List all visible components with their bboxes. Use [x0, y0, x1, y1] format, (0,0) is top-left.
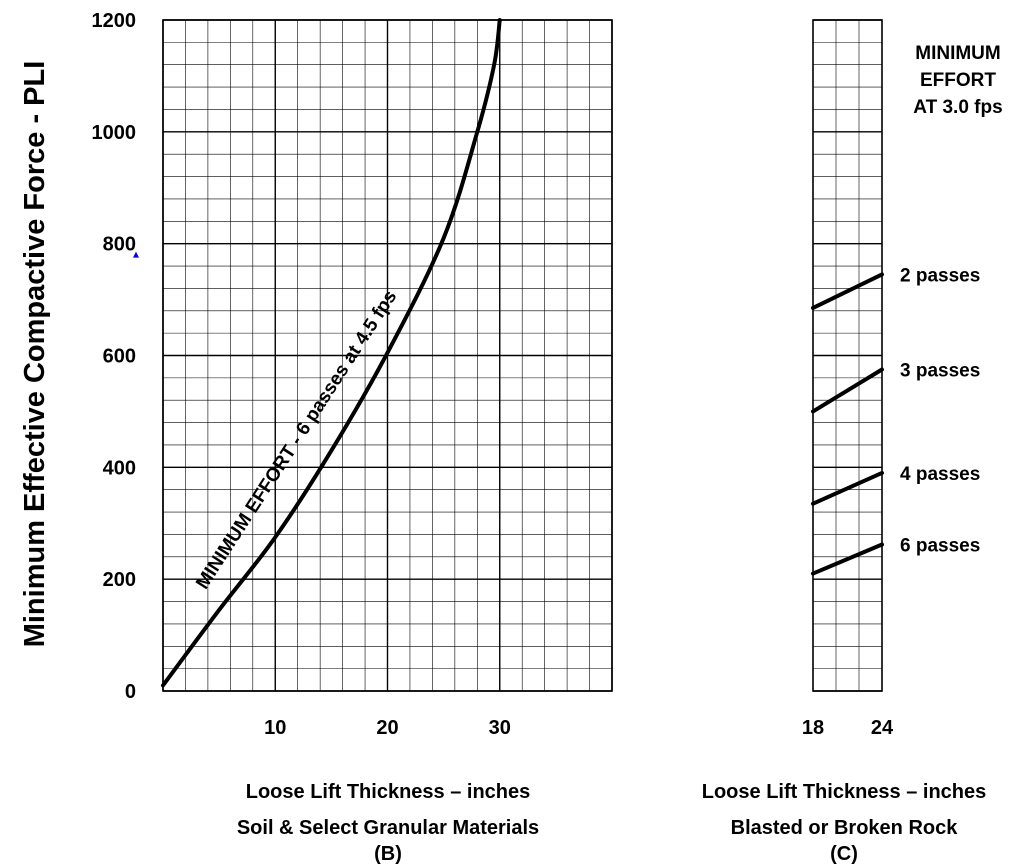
curve-label: MINIMUM EFFORT - 6 passes at 4.5 fps: [192, 287, 401, 593]
x-tick-label: 30: [489, 717, 511, 739]
panel-c-x-tick-labels: 18 24: [802, 717, 894, 739]
panel-c-note-line-2: EFFORT: [920, 70, 996, 91]
x-tick-label: 18: [802, 717, 824, 739]
highlight-marker: [133, 251, 139, 258]
panel-c-pass-lines: 2 passes 3 passes 4 passes 6 passes: [811, 265, 980, 576]
x-tick-label: 20: [376, 717, 398, 739]
y-tick-label: 0: [125, 681, 136, 703]
y-axis-title: Minimum Effective Compactive Force - PLI: [19, 61, 51, 648]
panel-c-x-label: Loose Lift Thickness – inches: [702, 781, 987, 803]
panel-c-subtitle: Blasted or Broken Rock: [731, 817, 959, 839]
pass-label: 3 passes: [900, 360, 980, 381]
pass-line: [811, 367, 884, 414]
y-tick-labels: 0 200 400 600 800 1000 1200: [92, 10, 139, 703]
panel-c-note-line-1: MINIMUM: [915, 43, 1000, 64]
y-tick-label: 400: [103, 457, 136, 479]
y-tick-label: 800: [103, 234, 136, 256]
panel-b-subtitle: Soil & Select Granular Materials: [237, 817, 539, 839]
panel-b-id: (B): [374, 843, 402, 865]
panel-b-x-tick-labels: 10 20 30: [264, 717, 511, 739]
pass-label: 6 passes: [900, 535, 980, 556]
y-tick-label: 200: [103, 569, 136, 591]
x-tick-label: 24: [871, 717, 894, 739]
y-tick-label: 600: [103, 346, 136, 368]
panel-c-id: (C): [830, 843, 858, 865]
panel-c-frame: [812, 19, 883, 692]
panel-c-note-line-3: AT 3.0 fps: [913, 97, 1002, 118]
pass-line: [811, 542, 884, 576]
pass-line: [811, 470, 884, 506]
panel-b-grid: [162, 19, 613, 692]
y-tick-label: 1000: [92, 122, 137, 144]
y-tick-label: 1200: [92, 10, 137, 32]
pass-line: [811, 272, 884, 310]
minimum-effort-curve: [161, 18, 502, 688]
pass-label: 4 passes: [900, 464, 980, 485]
panel-b-frame: [162, 19, 613, 692]
x-tick-label: 10: [264, 717, 286, 739]
pass-label: 2 passes: [900, 265, 980, 286]
panel-c-grid: [812, 19, 883, 692]
panel-b-x-label: Loose Lift Thickness – inches: [246, 781, 531, 803]
